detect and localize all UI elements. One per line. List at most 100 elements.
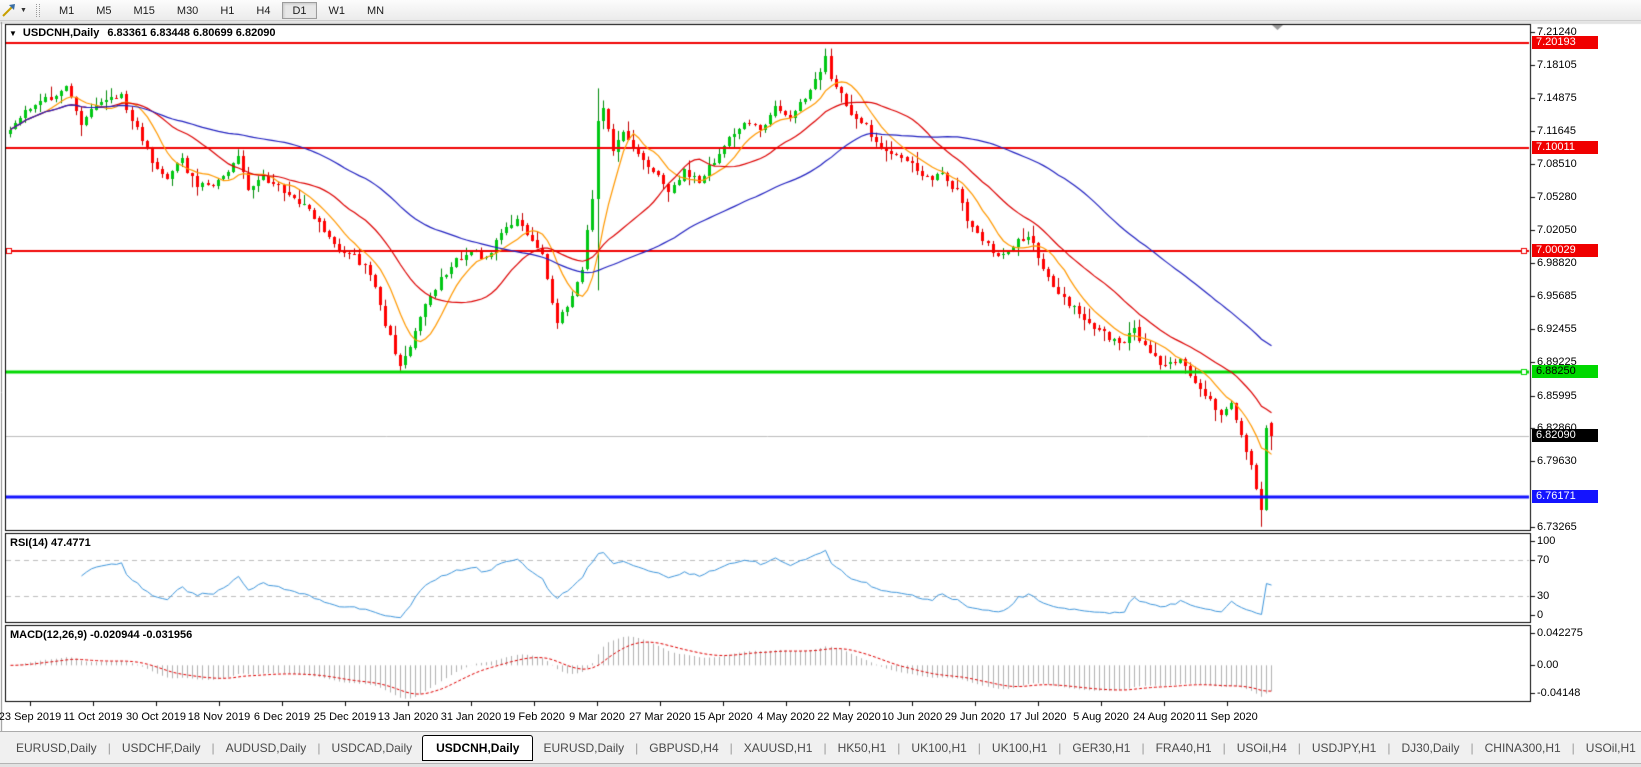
rsi-axis-label: 30 xyxy=(1537,589,1550,602)
macd-axis-label: 0.042275 xyxy=(1537,627,1583,639)
toolbar-grip xyxy=(35,3,40,17)
price-axis-tick: 6.89225 xyxy=(1537,356,1577,369)
tab-separator: | xyxy=(1297,740,1301,755)
tab-separator: | xyxy=(211,740,215,755)
time-axis-label: 17 Jul 2020 xyxy=(1009,711,1067,723)
time-axis-label: 25 Dec 2019 xyxy=(313,711,377,723)
time-axis-label: 18 Nov 2019 xyxy=(187,711,251,723)
price-axis-badge: 7.00029 xyxy=(1532,243,1598,257)
timeframe-button-H1[interactable]: H1 xyxy=(210,2,244,19)
price-axis-tick: 6.85995 xyxy=(1537,389,1577,402)
chart-title: ▼ USDCNH,Daily 6.83361 6.83448 6.80699 6… xyxy=(9,27,276,39)
timeframe-buttons: M1 M5 M15 M30 H1 H4 D1 W1 MN xyxy=(48,1,395,19)
time-axis-label: 11 Oct 2019 xyxy=(63,711,123,723)
tab-USDCAD-Daily[interactable]: USDCAD,Daily xyxy=(331,740,413,755)
draw-tool-icon[interactable] xyxy=(1,2,19,18)
chart-symbol-label: USDCNH,Daily xyxy=(22,27,100,39)
price-axis-tick: 6.98820 xyxy=(1537,257,1577,270)
tab-separator: | xyxy=(1222,740,1226,755)
price-axis-tick: 7.05280 xyxy=(1537,190,1577,203)
toolbar: ▼ M1 M5 M15 M30 H1 H4 D1 W1 MN xyxy=(0,0,1641,21)
time-axis-label: 6 Dec 2019 xyxy=(253,711,311,723)
tab-USDJPY-H1[interactable]: USDJPY,H1 xyxy=(1311,740,1377,755)
time-axis-label: 4 May 2020 xyxy=(757,711,815,723)
price-axis-tick: 7.02050 xyxy=(1537,224,1577,237)
time-axis-label: 29 Jun 2020 xyxy=(944,711,1006,723)
tab-separator: | xyxy=(1387,740,1391,755)
timeframe-button-D1[interactable]: D1 xyxy=(282,2,317,19)
time-axis-label: 30 Oct 2019 xyxy=(126,711,186,723)
tab-USDCHF-Daily[interactable]: USDCHF,Daily xyxy=(121,740,201,755)
tab-CHINA300-H1[interactable]: CHINA300,H1 xyxy=(1484,740,1561,755)
timeframe-button-H4[interactable]: H4 xyxy=(246,2,280,19)
price-axis-badge: 6.82090 xyxy=(1532,428,1598,442)
price-axis-badge: 6.88250 xyxy=(1532,365,1598,379)
time-axis-label: 13 Jan 2020 xyxy=(377,711,439,723)
price-axis-tick: 6.95685 xyxy=(1537,289,1577,302)
tab-UK100-H1[interactable]: UK100,H1 xyxy=(991,740,1048,755)
rsi-axis-label: 100 xyxy=(1537,535,1556,547)
time-axis-label: 10 Jun 2020 xyxy=(881,711,943,723)
tab-EURUSD-Daily[interactable]: EURUSD,Daily xyxy=(16,740,97,755)
macd-axis-label: -0.04148 xyxy=(1537,687,1581,699)
symbol-tabbar: EURUSD,Daily | USDCHF,Daily | AUDUSD,Daily | U… xyxy=(0,731,1641,763)
tab-GBPUSD-H4[interactable]: GBPUSD,H4 xyxy=(649,740,719,755)
rsi-axis-label: 70 xyxy=(1537,554,1550,567)
price-axis-tick: 6.79630 xyxy=(1537,455,1577,468)
timeframe-button-W1[interactable]: W1 xyxy=(319,2,356,19)
timeframe-button-M5[interactable]: M5 xyxy=(86,2,121,19)
tab-USOil-H1[interactable]: USOil,H1 xyxy=(1585,740,1636,755)
tab-separator: | xyxy=(729,740,733,755)
tab-separator: | xyxy=(1571,740,1575,755)
tab-separator: | xyxy=(1141,740,1145,755)
tab-HK50-H1[interactable]: HK50,H1 xyxy=(837,740,887,755)
tab-separator: | xyxy=(317,740,321,755)
time-axis-label: 11 Sep 2020 xyxy=(1196,711,1258,723)
time-axis-label: 27 Mar 2020 xyxy=(629,711,691,723)
price-axis-tick: 6.92455 xyxy=(1537,322,1577,335)
chevron-down-icon[interactable]: ▼ xyxy=(20,6,27,14)
macd-indicator-label: MACD(12,26,9) -0.020944 -0.031956 xyxy=(10,629,193,641)
timeframe-button-M30[interactable]: M30 xyxy=(167,2,208,19)
time-axis-label: 22 May 2020 xyxy=(817,711,881,723)
tab-separator: | xyxy=(897,740,901,755)
tab-GER30-H1[interactable]: GER30,H1 xyxy=(1072,740,1131,755)
tab-USOil-H4[interactable]: USOil,H4 xyxy=(1236,740,1287,755)
tab-separator: | xyxy=(635,740,639,755)
price-axis-badge: 7.10011 xyxy=(1532,141,1598,155)
tab-separator: | xyxy=(1058,740,1062,755)
chart-ohlc-quotes: 6.83361 6.83448 6.80699 6.82090 xyxy=(107,27,276,39)
chart-collapse-icon[interactable]: ▼ xyxy=(9,28,17,38)
time-axis-label: 15 Apr 2020 xyxy=(693,711,753,723)
tab-EURUSD-Daily[interactable]: EURUSD,Daily xyxy=(543,740,625,755)
tab-AUDUSD-Daily[interactable]: AUDUSD,Daily xyxy=(225,740,307,755)
rsi-axis-label: 0 xyxy=(1537,609,1544,621)
tab-separator: | xyxy=(823,740,827,755)
tab-separator: | xyxy=(977,740,981,755)
tab-separator: | xyxy=(1470,740,1474,755)
tab-FRA40-H1[interactable]: FRA40,H1 xyxy=(1155,740,1212,755)
price-axis-tick: 6.73265 xyxy=(1537,520,1577,533)
price-axis-badge: 7.20193 xyxy=(1532,36,1598,50)
window-bottom-edge xyxy=(0,763,1641,767)
price-axis-tick: 7.08510 xyxy=(1537,157,1577,170)
time-axis-label: 5 Aug 2020 xyxy=(1073,711,1129,723)
tab-UK100-H1[interactable]: UK100,H1 xyxy=(911,740,967,755)
timeframe-button-M15[interactable]: M15 xyxy=(124,2,165,19)
tab-XAUUSD-H1[interactable]: XAUUSD,H1 xyxy=(743,740,813,755)
macd-axis-label: 0.00 xyxy=(1537,659,1559,672)
rsi-indicator-label: RSI(14) 47.4771 xyxy=(10,537,91,549)
timeframe-button-M1[interactable]: M1 xyxy=(49,2,84,19)
price-axis-badge: 6.76171 xyxy=(1532,489,1598,503)
tab-USDCNH-Daily[interactable]: USDCNH,Daily xyxy=(422,734,534,761)
timeframe-button-MN[interactable]: MN xyxy=(357,2,394,19)
time-axis-label: 9 Mar 2020 xyxy=(569,711,625,723)
price-axis-tick: 7.18105 xyxy=(1537,58,1577,71)
tab-DJ30-Daily[interactable]: DJ30,Daily xyxy=(1401,740,1460,755)
time-axis-label: 19 Feb 2020 xyxy=(503,711,565,723)
time-axis-label: 31 Jan 2020 xyxy=(440,711,502,723)
price-axis-tick: 7.21240 xyxy=(1537,26,1577,39)
tab-separator: | xyxy=(107,740,111,755)
time-axis-label: 23 Sep 2019 xyxy=(0,711,62,723)
